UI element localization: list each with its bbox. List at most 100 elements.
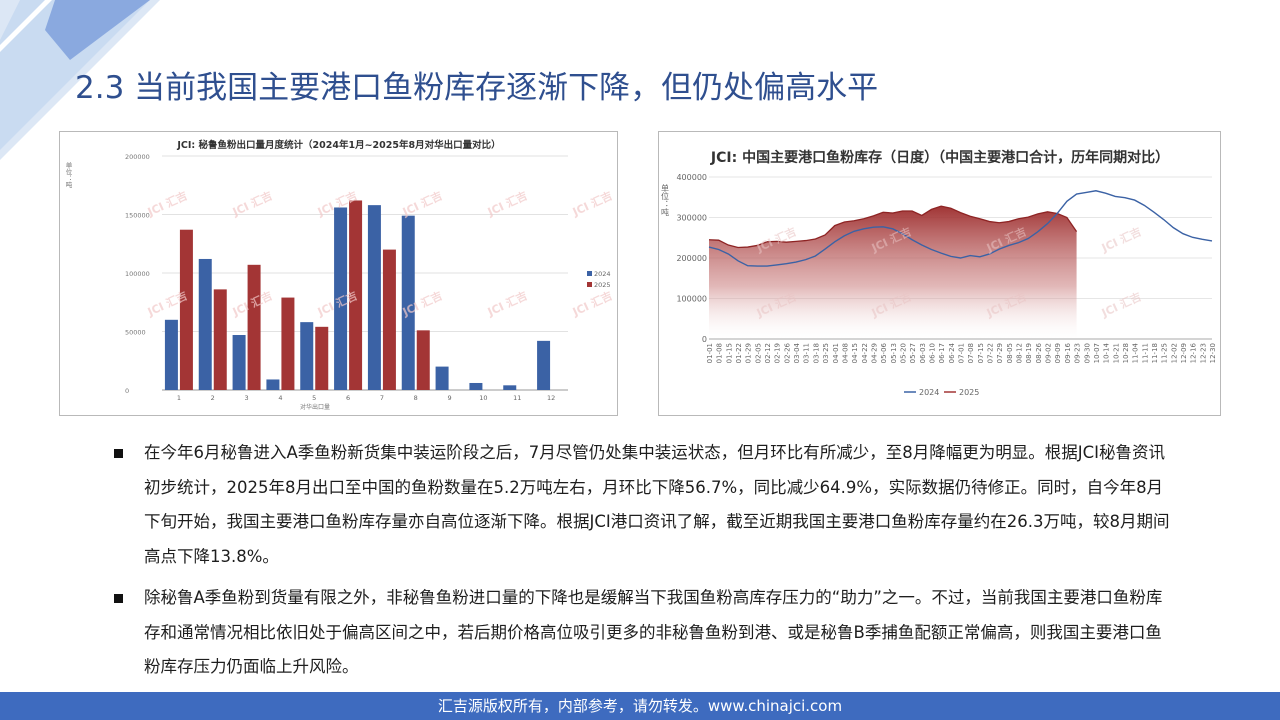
x-tick-label: 07-01 (958, 343, 966, 363)
chart-title: JCI: 秘鲁鱼粉出口量月度统计（2024年1月~2025年8月对华出口量对比） (176, 139, 500, 151)
x-tick-label: 04-01 (832, 343, 840, 363)
x-tick-label: 12 (547, 394, 555, 402)
corner-deco-dark-shape (45, 0, 150, 60)
bar-2024 (300, 322, 314, 390)
y-axis-label: 单位：吨 (661, 183, 670, 216)
x-tick-label: 7 (380, 394, 384, 402)
bar-2024 (469, 382, 483, 390)
x-tick-label: 07-29 (996, 343, 1004, 363)
x-tick-label: 03-18 (812, 343, 820, 363)
bar-2024 (198, 258, 212, 390)
x-tick-label: 02-19 (774, 343, 782, 363)
bar-2024 (232, 335, 246, 390)
x-tick-label: 11-18 (1151, 343, 1159, 363)
y-tick-label: 50000 (125, 329, 146, 337)
x-tick-label: 10-07 (1093, 343, 1101, 363)
bar-chart-panel: JCI: 秘鲁鱼粉出口量月度统计（2024年1月~2025年8月对华出口量对比）… (59, 131, 618, 416)
legend-label: 2025 (594, 281, 611, 289)
corner-decoration (0, 0, 160, 160)
bar-2024 (334, 207, 348, 390)
chart-title: JCI: 中国主要港口鱼粉库存（日度）（中国主要港口合计，历年同期对比） (710, 149, 1169, 166)
x-tick-label: 10-28 (1122, 343, 1130, 363)
bar-2025 (349, 200, 363, 390)
area-chart: JCI: 中国主要港口鱼粉库存（日度）（中国主要港口合计，历年同期对比） 0 100… (661, 149, 1218, 397)
y-tick-label: 200000 (676, 254, 707, 263)
x-tick-label: 06-24 (948, 342, 956, 363)
corner-deco-white-line (0, 0, 52, 52)
y-tick-label: 0 (702, 335, 707, 344)
x-tick-label: 07-08 (967, 343, 975, 363)
x-tick-label: 05-27 (909, 343, 917, 363)
x-tick-label: 04-29 (870, 343, 878, 363)
area-chart-panel: JCI: 中国主要港口鱼粉库存（日度）（中国主要港口合计，历年同期对比） 0 100… (658, 131, 1221, 416)
line-2024 (708, 190, 1213, 267)
legend-label: 2024 (594, 270, 611, 278)
watermark-logo: JCI 汇吉 (569, 188, 614, 219)
area-2025 (709, 206, 1077, 339)
bar-2025 (247, 264, 261, 390)
x-tick-label: 05-13 (890, 343, 898, 363)
x-tick-label: 10-21 (1112, 343, 1120, 363)
x-tick-label: 1 (177, 394, 181, 402)
bar-2025 (416, 330, 430, 390)
y-axis-label: 单位：吨 (64, 161, 72, 189)
x-tick-label: 12-16 (1190, 342, 1198, 363)
x-tick-label: 01-01 (706, 343, 714, 363)
x-tick-label: 10-14 (1103, 342, 1111, 363)
x-tick-label: 08-12 (1016, 343, 1024, 363)
square-bullet-icon (114, 594, 123, 603)
line-2025 (708, 205, 1078, 249)
x-tick-label: 09-09 (1054, 343, 1062, 363)
x-tick-label: 10 (479, 394, 487, 402)
x-tick-label: 09-30 (1083, 343, 1091, 363)
watermark-logo: JCI 汇吉 (1098, 224, 1143, 255)
legend-label: 2024 (919, 388, 939, 397)
legend-swatch (587, 271, 592, 276)
square-bullet-icon (114, 449, 123, 458)
x-tick-label: 05-20 (899, 343, 907, 363)
x-tick-label: 2 (211, 394, 215, 402)
corner-deco-band (0, 0, 150, 150)
x-tick-label: 11 (513, 394, 521, 402)
x-tick-label: 08-05 (1006, 343, 1014, 363)
x-tick-label: 06-17 (938, 343, 946, 363)
footer-text: 汇吉源版权所有，内部参考，请勿转发。www.chinajci.com (437, 697, 843, 715)
x-tick-label: 8 (414, 394, 418, 402)
x-tick-label: 02-26 (783, 342, 791, 363)
x-tick-label: 12-09 (1180, 343, 1188, 363)
x-tick-label: 02-05 (754, 343, 762, 363)
bar-chart: JCI: 秘鲁鱼粉出口量月度统计（2024年1月~2025年8月对华出口量对比）… (64, 139, 614, 411)
legend-label: 2025 (959, 388, 979, 397)
x-tick-label: 9 (448, 394, 452, 402)
bullet-list: 在今年6月秘鲁进入A季鱼粉新货集中装运阶段之后，7月尽管仍处集中装运状态，但月环… (112, 436, 1172, 685)
bar-2024 (164, 319, 178, 390)
x-tick-label: 09-02 (1045, 343, 1053, 363)
watermark-logo: JCI 汇吉 (484, 288, 529, 319)
x-tick-label: 12-23 (1199, 343, 1207, 363)
x-tick-label: 07-22 (987, 343, 995, 363)
x-tick-label: 03-04 (793, 342, 801, 363)
bar-2025 (213, 289, 227, 390)
x-tick-label: 04-15 (851, 343, 859, 363)
x-axis-label: 对华出口量 (300, 403, 330, 411)
y-tick-label: 150000 (125, 212, 150, 220)
x-tick-label: 12-30 (1209, 343, 1217, 363)
watermark-logo: JCI 汇吉 (569, 288, 614, 319)
x-tick-label: 01-22 (735, 343, 743, 363)
x-tick-label: 04-08 (841, 343, 849, 363)
bar-2024 (266, 379, 280, 390)
x-tick-label: 06-10 (928, 343, 936, 363)
x-tick-label: 11-11 (1141, 343, 1149, 363)
x-tick-label: 04-22 (861, 343, 869, 363)
bar-2024 (367, 205, 381, 390)
legend-swatch (587, 282, 592, 287)
bar-2024 (401, 215, 415, 390)
x-tick-label: 05-06 (880, 342, 888, 363)
x-tick-label: 01-29 (745, 343, 753, 363)
bullet-text: 在今年6月秘鲁进入A季鱼粉新货集中装运阶段之后，7月尽管仍处集中装运状态，但月环… (144, 443, 1170, 566)
bar-2025 (315, 326, 329, 390)
footer-bar: 汇吉源版权所有，内部参考，请勿转发。www.chinajci.com (0, 692, 1280, 720)
x-tick-label: 09-23 (1074, 343, 1082, 363)
x-tick-label: 12-02 (1170, 343, 1178, 363)
y-tick-label: 200000 (125, 153, 150, 161)
